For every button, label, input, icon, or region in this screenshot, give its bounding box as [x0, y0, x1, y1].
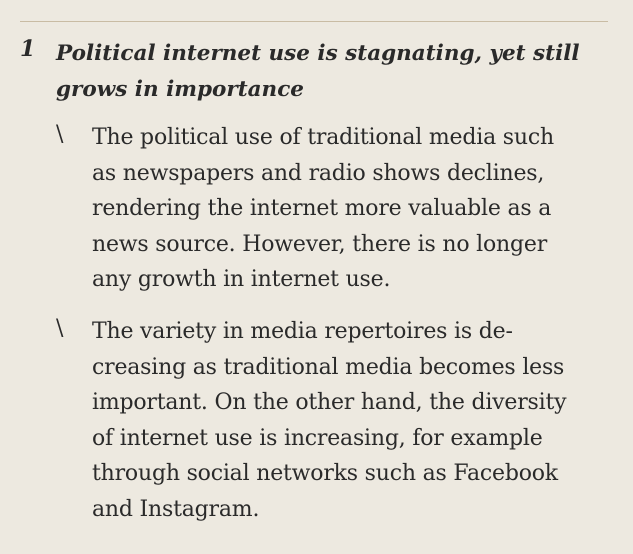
item-line: The political use of traditional media s…	[92, 125, 554, 150]
bullet-marker: \	[56, 316, 64, 341]
item-line: important. On the other hand, the divers…	[92, 390, 567, 415]
section-heading: Political internet use is stagnating, ye…	[56, 36, 580, 108]
item-line: The variety in media repertoires is de-	[92, 319, 513, 344]
item-line: as newspapers and radio shows declines,	[92, 160, 545, 186]
item-line: through social networks such as Facebook	[92, 461, 558, 486]
item-line: rendering the internet more valuable as …	[92, 196, 552, 221]
section-number: 1	[20, 36, 36, 62]
item-line: of internet use is increasing, for examp…	[92, 425, 543, 451]
list-item: The variety in media repertoires is de- …	[92, 314, 567, 527]
item-line: and Instagram.	[92, 496, 260, 522]
heading-line: Political internet use is stagnating, ye…	[56, 41, 580, 66]
bullet-marker: \	[56, 122, 64, 147]
item-line: any growth in internet use.	[92, 267, 391, 292]
top-divider	[20, 21, 608, 22]
list-item: The political use of traditional media s…	[92, 120, 554, 298]
item-line: news source. However, there is no longer	[92, 231, 548, 257]
heading-line: grows in importance	[56, 77, 304, 102]
item-line: creasing as traditional media becomes le…	[92, 354, 565, 380]
